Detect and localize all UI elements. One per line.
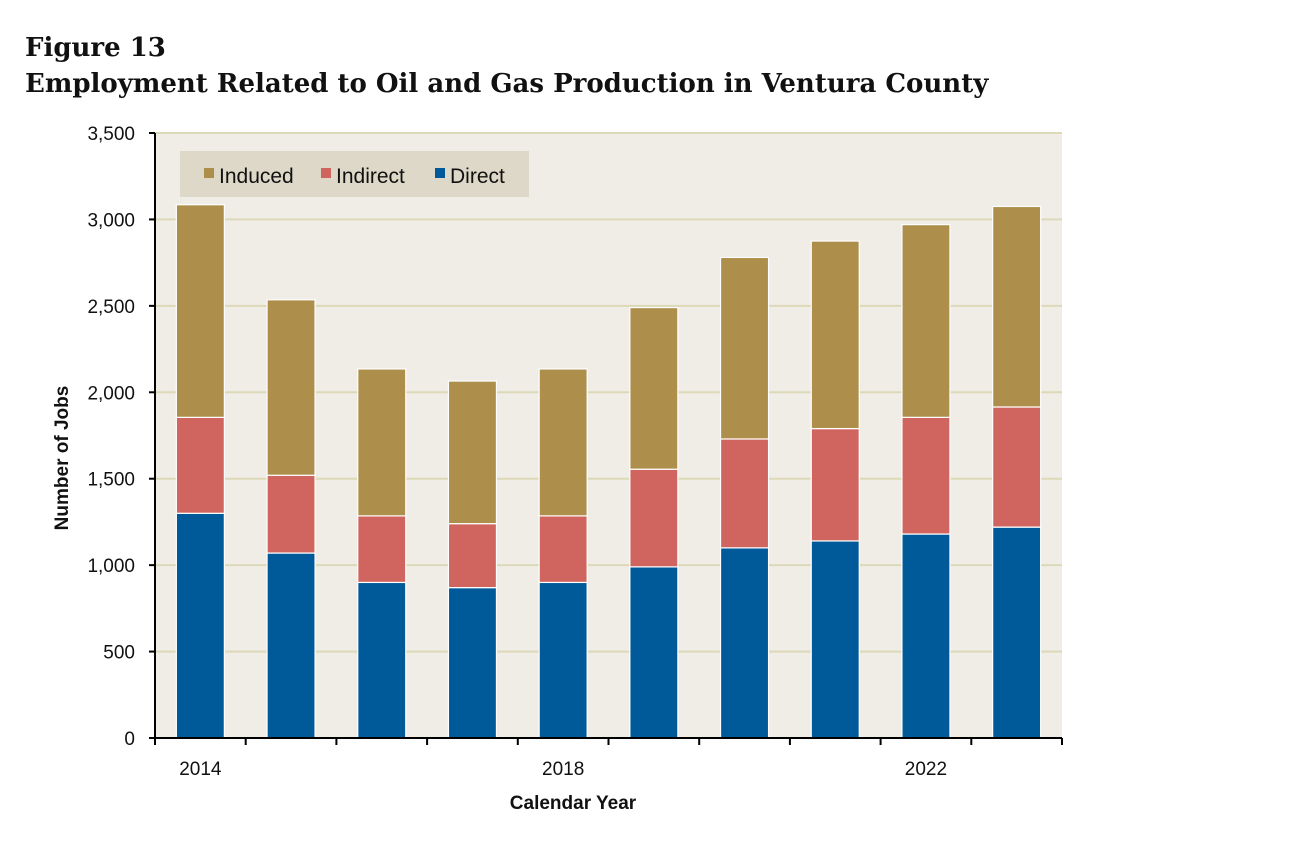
bar-indirect-2023 [992, 406, 1042, 528]
bar-direct-2020 [719, 547, 770, 739]
y-tick-label: 3,000 [87, 210, 135, 231]
bar-indirect-2020 [719, 438, 770, 549]
bar-direct-2021 [810, 540, 860, 739]
x-tick-label: 2018 [542, 759, 584, 780]
legend-label-indirect: Indirect [336, 165, 405, 188]
legend-label-direct: Direct [450, 165, 505, 188]
figure-title: Figure 13 Employment Related to Oil and … [25, 30, 988, 102]
bar-indirect-2019 [629, 468, 679, 568]
bar-indirect-2015 [266, 474, 316, 554]
legend-swatch-direct [435, 168, 445, 178]
bar-direct-2023 [992, 526, 1042, 739]
bar-induced-2023 [992, 205, 1042, 408]
bar-induced-2021 [810, 240, 860, 430]
bar-indirect-2017 [447, 523, 498, 589]
y-axis-title: Number of Jobs [52, 386, 73, 531]
figure-number: Figure 13 [25, 33, 166, 63]
bar-indirect-2018 [538, 515, 588, 584]
y-tick-label: 0 [124, 729, 135, 750]
bar-induced-2018 [538, 368, 588, 517]
x-tick-label: 2022 [905, 759, 947, 780]
x-tick-label: 2014 [179, 759, 222, 780]
y-tick-label: 1,000 [87, 556, 135, 577]
bar-induced-2014 [175, 204, 225, 418]
y-tick-label: 1,500 [87, 470, 135, 491]
bar-induced-2015 [266, 299, 316, 476]
bar-direct-2016 [357, 581, 407, 739]
x-axis-title: Calendar Year [510, 793, 637, 814]
bar-direct-2022 [901, 533, 951, 739]
bar-direct-2018 [538, 581, 588, 739]
bar-direct-2014 [175, 512, 225, 739]
bar-induced-2017 [447, 380, 498, 525]
figure-caption: Employment Related to Oil and Gas Produc… [25, 69, 989, 99]
bar-indirect-2016 [357, 515, 407, 584]
legend-box [180, 151, 529, 197]
bar-induced-2019 [629, 306, 679, 470]
bar-direct-2017 [447, 587, 498, 739]
bar-direct-2019 [629, 566, 679, 739]
y-tick-label: 2,000 [87, 383, 135, 404]
y-tick-label: 500 [103, 643, 135, 664]
bar-indirect-2021 [810, 427, 860, 542]
y-tick-label: 3,500 [87, 124, 135, 145]
legend-swatch-induced [204, 168, 214, 178]
y-tick-label: 2,500 [87, 297, 135, 318]
bar-induced-2022 [901, 224, 951, 418]
bar-induced-2016 [357, 368, 407, 517]
bar-direct-2015 [266, 552, 316, 739]
bar-induced-2020 [719, 256, 770, 440]
bar-indirect-2014 [175, 416, 225, 514]
bar-indirect-2022 [901, 416, 951, 535]
legend-swatch-indirect [321, 168, 331, 178]
legend-label-induced: Induced [219, 165, 294, 188]
